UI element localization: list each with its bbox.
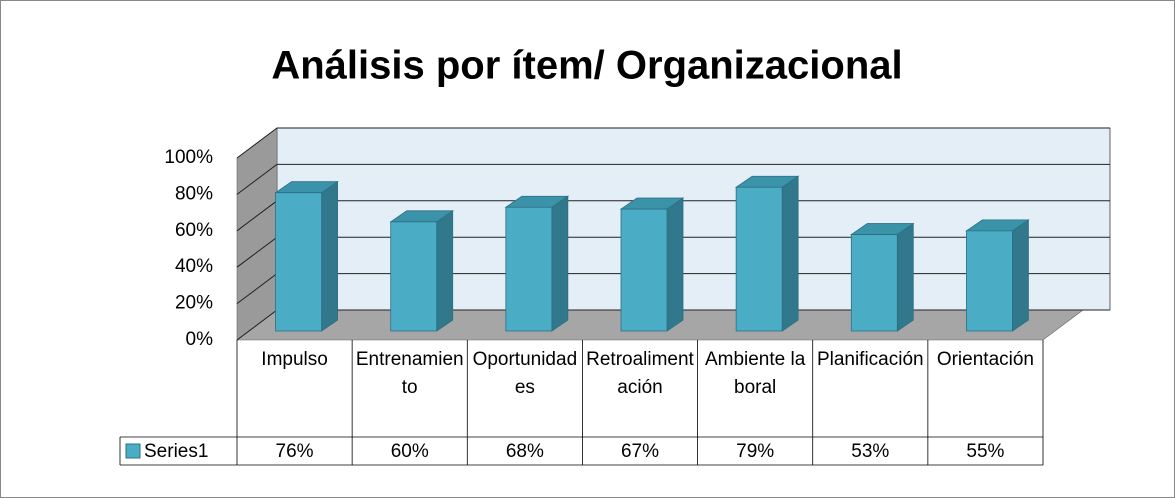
bar-side	[666, 197, 684, 332]
value-label: 55%	[966, 441, 1004, 462]
value-label: 76%	[276, 441, 314, 462]
y-tick-label: 100%	[164, 147, 213, 168]
category-label: Entrenamiento	[355, 349, 464, 398]
y-tick-label: 60%	[175, 220, 213, 241]
bar-front	[505, 206, 553, 332]
category-label: Orientación	[936, 349, 1034, 370]
value-label: 60%	[391, 441, 429, 462]
legend-swatch	[125, 443, 141, 459]
category-label: Planificación	[816, 349, 924, 370]
bar-front	[390, 221, 438, 332]
bar	[734, 175, 800, 332]
y-tick-label: 20%	[175, 293, 213, 314]
y-tick-label: 40%	[175, 256, 213, 277]
bar	[389, 210, 455, 332]
bar	[619, 197, 685, 332]
bar-side	[551, 195, 569, 332]
bar-side	[896, 222, 914, 332]
bar	[504, 195, 570, 332]
bar-front	[850, 234, 898, 332]
side-wall	[236, 127, 278, 341]
value-label: 79%	[736, 441, 774, 462]
category-label: Impulso	[261, 349, 328, 370]
category-label: Ambiente laboral	[704, 349, 806, 398]
bar	[274, 180, 339, 332]
bar-side	[321, 180, 338, 332]
value-label: 53%	[851, 441, 889, 462]
bar-front	[275, 192, 322, 332]
y-tick-label: 0%	[186, 329, 214, 350]
bar-side	[1012, 219, 1029, 332]
bar-side	[781, 175, 799, 332]
bar-front	[620, 208, 668, 332]
grid-line	[236, 127, 1110, 159]
bar-front	[966, 230, 1013, 332]
value-label: 67%	[621, 441, 659, 462]
grid-line	[236, 163, 1110, 195]
category-label: Retroalimentación	[586, 349, 694, 398]
bar-side	[436, 210, 454, 332]
value-label: 68%	[506, 441, 544, 462]
y-tick-label: 80%	[175, 183, 213, 204]
bar	[965, 219, 1030, 332]
bar-front	[735, 186, 783, 332]
bar	[849, 222, 915, 332]
legend-label: Series1	[144, 441, 208, 462]
category-label: Oportunidades	[472, 349, 578, 398]
chart-title: Análisis por ítem/ Organizacional	[271, 44, 902, 88]
